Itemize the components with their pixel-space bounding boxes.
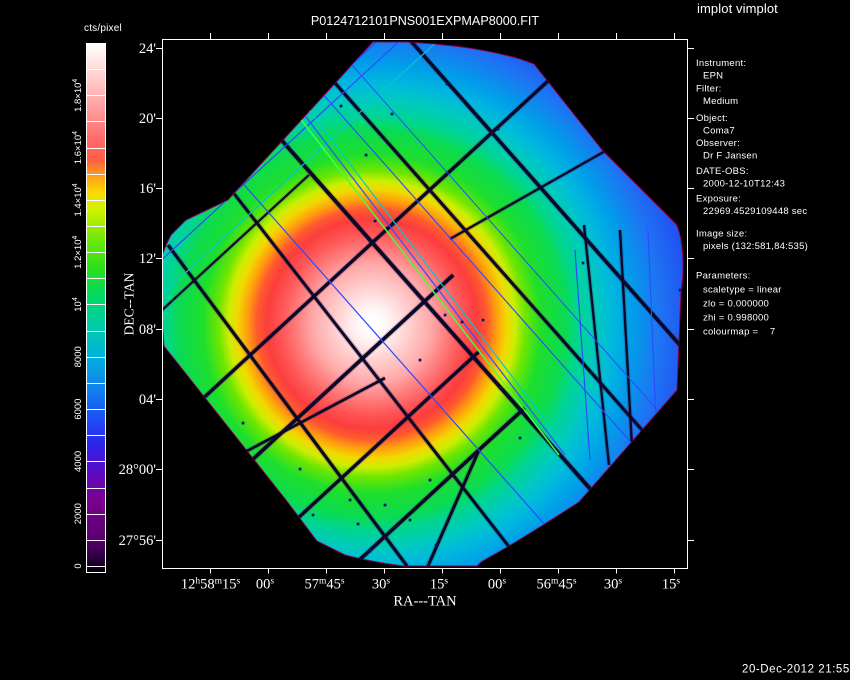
svg-text:RA---TAN: RA---TAN <box>393 594 457 610</box>
svg-text:Observer:: Observer: <box>696 138 740 149</box>
svg-text:0: 0 <box>73 563 84 568</box>
svg-text:Object:: Object: <box>696 113 728 124</box>
svg-text:4000: 4000 <box>73 451 84 472</box>
svg-text:1.8×104: 1.8×104 <box>72 79 84 112</box>
svg-text:P0124712101PNS001EXPMAP8000.FI: P0124712101PNS001EXPMAP8000.FIT <box>311 14 540 28</box>
svg-text:22969.4529109448 sec: 22969.4529109448 sec <box>703 206 807 217</box>
svg-text:1.2×104: 1.2×104 <box>72 235 84 268</box>
svg-text:30s: 30s <box>372 577 391 593</box>
svg-text:20-Dec-2012 21:55: 20-Dec-2012 21:55 <box>742 664 850 676</box>
svg-text:2000: 2000 <box>73 503 84 524</box>
svg-text:30s: 30s <box>604 577 623 593</box>
svg-text:Parameters:: Parameters: <box>696 271 751 282</box>
svg-text:28°00': 28°00' <box>119 462 156 478</box>
svg-text:colourmap = 7: colourmap = 7 <box>703 327 775 338</box>
svg-text:zlo = 0.000000: zlo = 0.000000 <box>703 299 769 310</box>
svg-text:2000-12-10T12:43: 2000-12-10T12:43 <box>703 179 785 190</box>
svg-text:00s: 00s <box>488 577 507 593</box>
svg-text:pixels (132:581,84:535): pixels (132:581,84:535) <box>703 241 808 252</box>
svg-text:Image size:: Image size: <box>696 229 747 240</box>
svg-text:1.4×104: 1.4×104 <box>72 183 84 216</box>
svg-text:EPN: EPN <box>703 71 723 82</box>
svg-text:12h58m15s: 12h58m15s <box>181 577 241 593</box>
svg-text:8000: 8000 <box>73 346 84 367</box>
svg-text:15s: 15s <box>430 577 449 593</box>
svg-text:20': 20' <box>139 111 156 127</box>
svg-text:24': 24' <box>139 41 156 57</box>
svg-text:cts/pixel: cts/pixel <box>84 23 122 34</box>
svg-text:1.6×104: 1.6×104 <box>72 131 84 164</box>
svg-text:57m45s: 57m45s <box>304 577 344 593</box>
svg-text:DATE-OBS:: DATE-OBS: <box>696 166 749 177</box>
svg-text:Medium: Medium <box>703 96 738 107</box>
svg-text:zhi = 0.998000: zhi = 0.998000 <box>703 313 769 324</box>
svg-text:00s: 00s <box>256 577 275 593</box>
svg-text:Instrument:: Instrument: <box>696 58 746 69</box>
svg-text:6000: 6000 <box>73 399 84 420</box>
svg-text:12': 12' <box>139 251 156 267</box>
svg-text:27°56': 27°56' <box>119 533 156 549</box>
svg-text:Filter:: Filter: <box>696 84 722 95</box>
svg-text:Exposure:: Exposure: <box>696 194 741 205</box>
svg-text:Coma7: Coma7 <box>703 126 735 137</box>
svg-text:08': 08' <box>139 322 156 338</box>
svg-text:implot vimplot: implot vimplot <box>697 1 778 16</box>
svg-text:56m45s: 56m45s <box>536 577 576 593</box>
svg-text:16': 16' <box>139 181 156 197</box>
svg-text:04': 04' <box>139 392 156 408</box>
svg-text:DEC--TAN: DEC--TAN <box>122 272 137 335</box>
svg-text:scaletype = linear: scaletype = linear <box>703 285 782 296</box>
svg-text:Dr F Jansen: Dr F Jansen <box>703 151 758 162</box>
svg-text:15s: 15s <box>662 577 681 593</box>
